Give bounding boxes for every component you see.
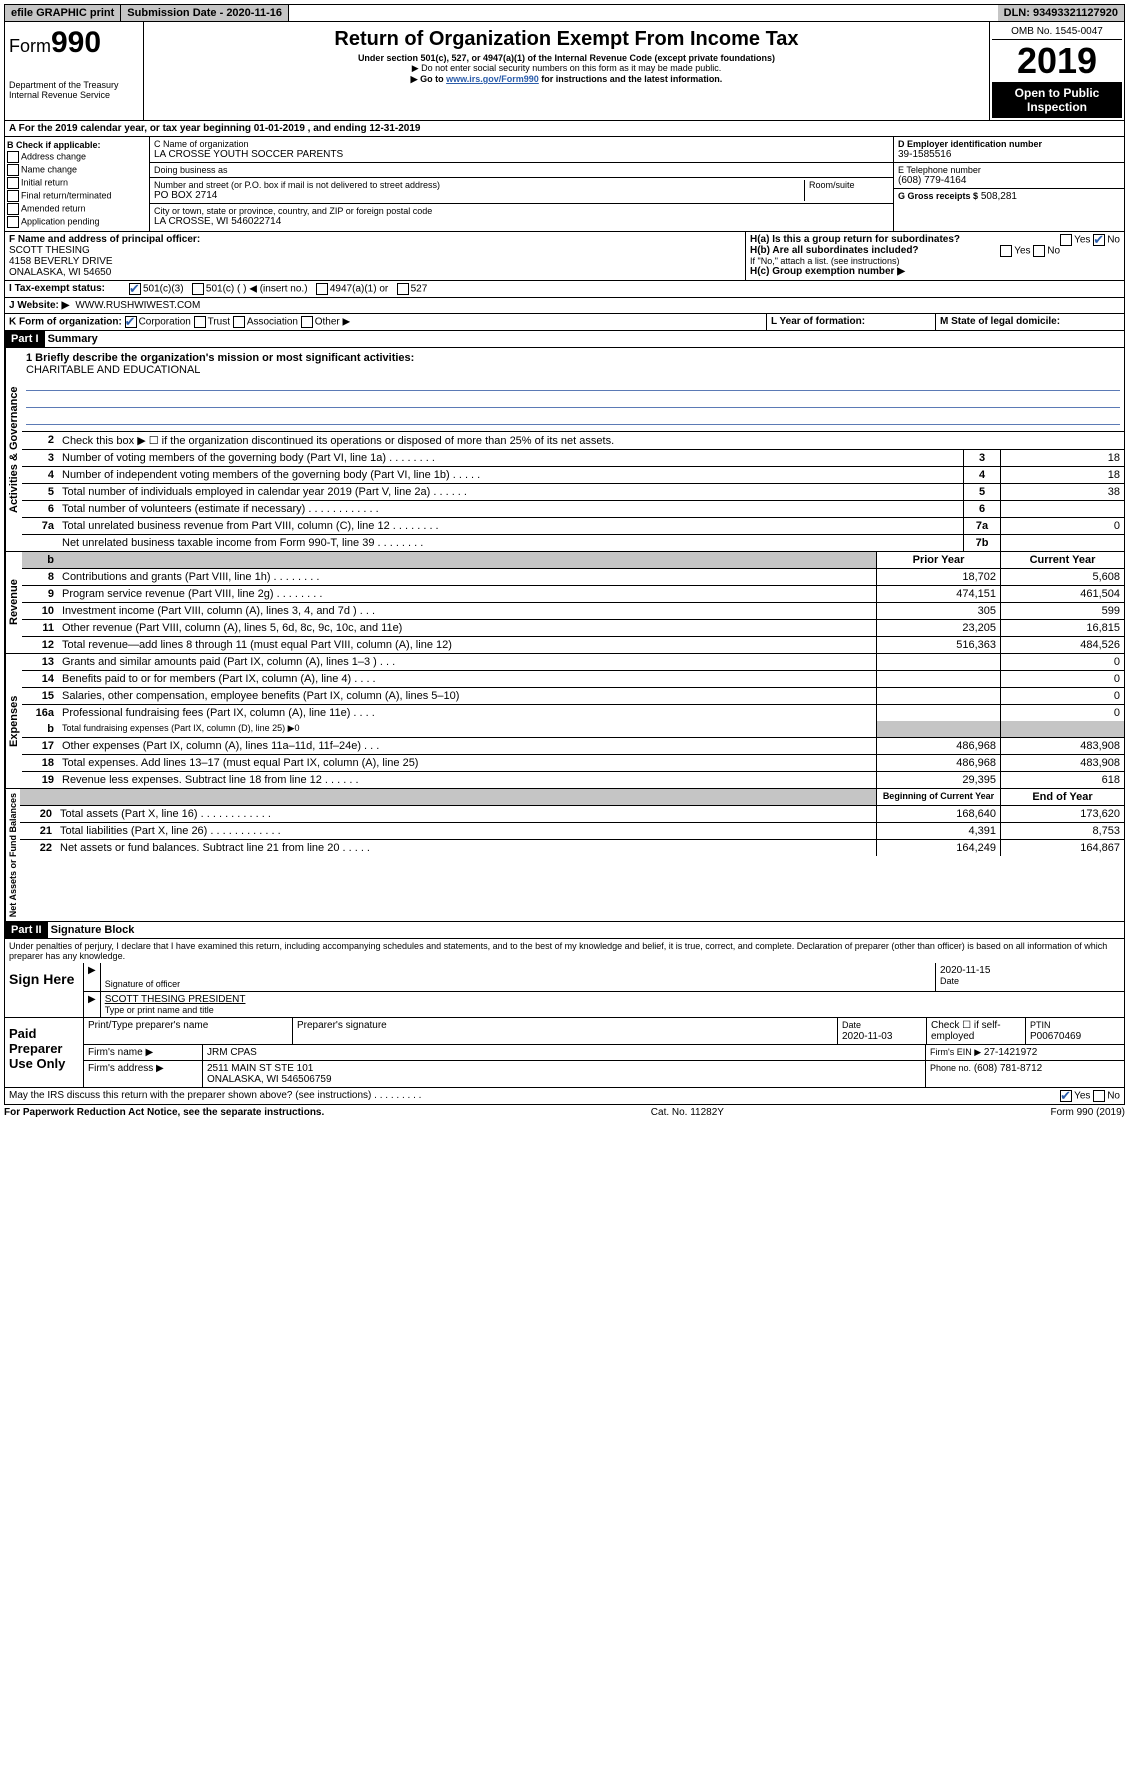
summary-revenue: Revenue b Prior Year Current Year 8Contr… [4,552,1125,654]
form-subtitle-1: Under section 501(c), 527, or 4947(a)(1)… [148,53,985,63]
table-row: 14Benefits paid to or for members (Part … [22,671,1124,688]
table-row: 10Investment income (Part VIII, column (… [22,603,1124,620]
table-row: 6Total number of volunteers (estimate if… [22,501,1124,518]
sign-date: 2020-11-15 [940,965,1120,976]
irs-label: Internal Revenue Service [9,90,139,100]
part-1-header: Part I Summary [4,331,1125,348]
dept-treasury: Department of the Treasury [9,80,139,90]
part-2-header: Part II Signature Block [4,922,1125,939]
submission-date: Submission Date - 2020-11-16 [121,5,289,21]
table-row: 21Total liabilities (Part X, line 26) . … [20,823,1124,840]
mission-text: CHARITABLE AND EDUCATIONAL [26,364,1120,376]
form-header: Form990 Department of the Treasury Inter… [4,22,1125,121]
org-name: LA CROSSE YOUTH SOCCER PARENTS [154,149,889,160]
tax-exempt-row: I Tax-exempt status: 501(c)(3) 501(c) ( … [4,281,1125,298]
table-row: 4Number of independent voting members of… [22,467,1124,484]
firm-name: JRM CPAS [203,1045,926,1060]
table-row: 8Contributions and grants (Part VIII, li… [22,569,1124,586]
table-row: 17Other expenses (Part IX, column (A), l… [22,738,1124,755]
discuss-row: May the IRS discuss this return with the… [4,1088,1125,1105]
ptin: P00670469 [1030,1031,1081,1042]
page-footer: For Paperwork Reduction Act Notice, see … [4,1105,1125,1120]
table-row: 20Total assets (Part X, line 16) . . . .… [20,806,1124,823]
form-title: Return of Organization Exempt From Incom… [148,28,985,51]
top-bar: efile GRAPHIC print Submission Date - 20… [4,4,1125,22]
table-row: 22Net assets or fund balances. Subtract … [20,840,1124,856]
website-value: WWW.RUSHWIWEST.COM [69,300,1120,311]
officer-group-row: F Name and address of principal officer:… [4,232,1125,281]
table-row: 11Other revenue (Part VIII, column (A), … [22,620,1124,637]
ein: 39-1585516 [898,149,1120,160]
website-row: J Website: ▶ WWW.RUSHWIWEST.COM [4,298,1125,314]
dln: DLN: 93493321127920 [998,5,1124,21]
form-of-org-row: K Form of organization: Corporation Trus… [4,314,1125,331]
telephone: (608) 779-4164 [898,175,1120,186]
omb-number: OMB No. 1545-0047 [992,24,1122,40]
box-c: C Name of organization LA CROSSE YOUTH S… [150,137,893,231]
table-row: 3Number of voting members of the governi… [22,450,1124,467]
table-row: 19Revenue less expenses. Subtract line 1… [22,772,1124,788]
form-number: Form990 [9,26,139,60]
table-row: 18Total expenses. Add lines 13–17 (must … [22,755,1124,772]
arrow-icon: ▶ [84,992,101,1017]
box-defg: D Employer identification number 39-1585… [893,137,1124,231]
paid-preparer-block: Paid Preparer Use Only Print/Type prepar… [4,1018,1125,1088]
box-b: B Check if applicable: Address change Na… [5,137,150,231]
table-row: 5Total number of individuals employed in… [22,484,1124,501]
table-row: 9Program service revenue (Part VIII, lin… [22,586,1124,603]
tax-year: 2019 [992,40,1122,82]
summary-net: Net Assets or Fund Balances Beginning of… [4,789,1125,922]
table-row: 15Salaries, other compensation, employee… [22,688,1124,705]
penalty-text: Under penalties of perjury, I declare th… [4,939,1125,963]
gross-receipts: 508,281 [981,191,1017,202]
section-a-period: A For the 2019 calendar year, or tax yea… [4,121,1125,137]
entity-block: B Check if applicable: Address change Na… [4,137,1125,232]
form-subtitle-2: ▶ Do not enter social security numbers o… [148,63,985,74]
summary-governance: Activities & Governance 1 Briefly descri… [4,348,1125,552]
officer-name: SCOTT THESING [9,245,741,256]
open-to-public: Open to Public Inspection [992,82,1122,118]
officer-name-title: SCOTT THESING PRESIDENT [105,994,1120,1005]
summary-expenses: Expenses 13Grants and similar amounts pa… [4,654,1125,789]
table-row: 16aProfessional fundraising fees (Part I… [22,705,1124,721]
sign-here-block: Sign Here ▶ Signature of officer 2020-11… [4,963,1125,1018]
org-street: PO BOX 2714 [154,190,804,201]
form-subtitle-3: ▶ Go to www.irs.gov/Form990 for instruct… [148,74,985,85]
org-city: LA CROSSE, WI 546022714 [154,216,889,227]
irs-link[interactable]: www.irs.gov/Form990 [446,74,539,84]
efile-print-button[interactable]: efile GRAPHIC print [5,5,121,21]
table-row: Net unrelated business taxable income fr… [22,535,1124,551]
table-row: 7aTotal unrelated business revenue from … [22,518,1124,535]
table-row: 12Total revenue—add lines 8 through 11 (… [22,637,1124,653]
arrow-icon: ▶ [84,963,101,991]
table-row: 13Grants and similar amounts paid (Part … [22,654,1124,671]
